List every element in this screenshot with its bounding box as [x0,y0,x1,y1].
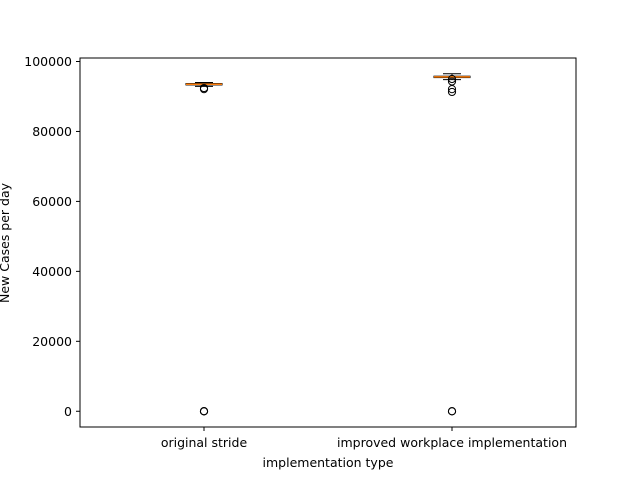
box-group-2 [433,73,471,416]
x-tick-label: improved workplace implementation [337,435,567,450]
x-tick-label: original stride [161,435,248,450]
y-tick-label: 0 [64,404,72,419]
x-axis-label: implementation type [263,455,394,470]
y-axis-label: New Cases per day [0,182,12,303]
outlier-point [447,87,457,97]
y-tick-label: 100000 [24,54,72,69]
outlier-point [447,74,457,84]
y-tick-label: 40000 [32,264,72,279]
plot-frame [79,57,577,428]
plot-layer [185,73,471,416]
box-group-1 [185,81,223,416]
outlier-point [199,407,209,416]
outlier-point [199,85,209,94]
y-tick-label: 60000 [32,194,72,209]
outlier-point [447,407,457,416]
y-tick-label: 20000 [32,334,72,349]
outlier-point [447,85,457,94]
axis-layer: 0 20000 40000 60000 80000 100000 original stri… [24,54,577,450]
y-tick-label: 80000 [32,124,72,139]
